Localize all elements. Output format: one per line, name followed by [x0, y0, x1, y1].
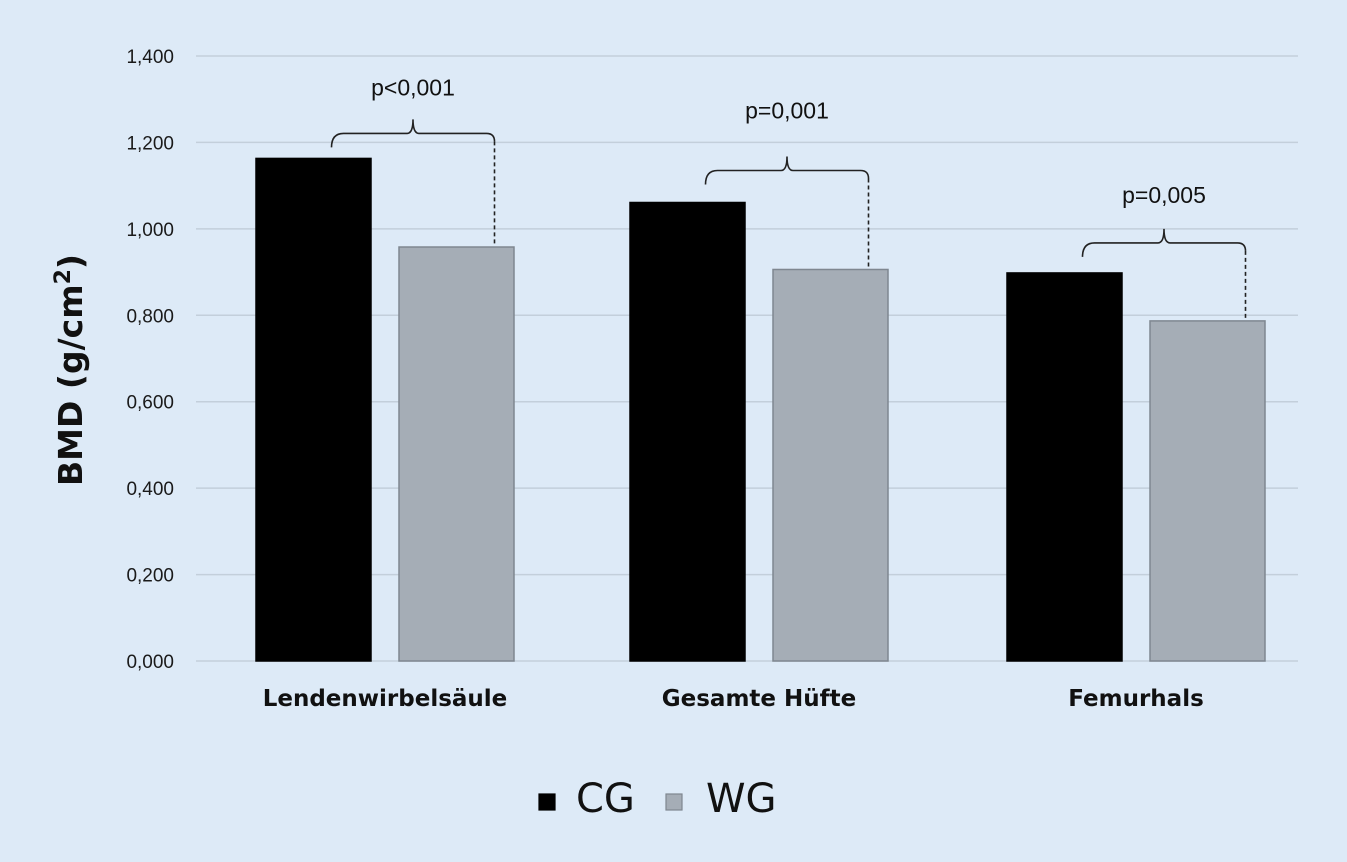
significance-bracket: [704, 156, 870, 185]
legend-label-cg: CG: [576, 776, 635, 822]
bar-wg: [398, 246, 515, 662]
y-tick-label: 0,800: [126, 306, 174, 327]
p-value-label: p=0,001: [745, 97, 829, 123]
y-tick-label: 0,000: [126, 652, 174, 673]
y-tick-label: 1,200: [126, 133, 174, 154]
bar-cg: [629, 201, 746, 662]
bar-wg: [1149, 320, 1266, 662]
category-label: Lendenwirbelsäule: [263, 686, 508, 712]
bar-cg: [1006, 272, 1123, 662]
legend-label-wg: WG: [706, 776, 777, 822]
y-tick-label: 0,400: [126, 479, 174, 500]
y-tick-label: 0,600: [126, 393, 174, 414]
legend-swatch-wg: [665, 793, 683, 811]
legend-swatch-cg: [538, 793, 556, 811]
y-tick-label: 1,000: [126, 220, 174, 241]
bar-wg: [772, 268, 889, 662]
category-label: Gesamte Hüfte: [662, 686, 856, 712]
y-axis-label-close: ): [51, 254, 90, 269]
y-axis-label-sup: 2: [51, 269, 76, 284]
significance-bracket: [1081, 228, 1247, 257]
category-label: Femurhals: [1068, 686, 1204, 712]
y-tick-label: 1,400: [126, 47, 174, 68]
y-axis-label-text: BMD (g/cm: [51, 284, 90, 486]
p-value-label: p=0,005: [1122, 182, 1206, 208]
y-axis-label: BMD (g/cm2): [51, 254, 90, 486]
bar-cg: [255, 157, 372, 662]
p-value-label: p<0,001: [371, 74, 455, 100]
y-tick-label: 0,200: [126, 566, 174, 587]
significance-bracket: [330, 119, 496, 148]
